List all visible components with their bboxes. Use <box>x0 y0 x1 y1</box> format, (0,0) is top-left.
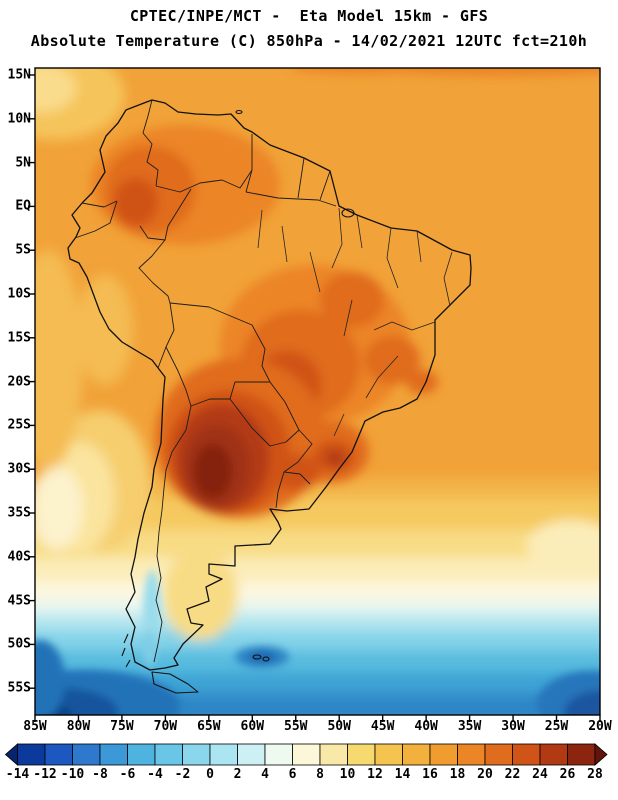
lon-label-25W: 25W <box>544 719 569 734</box>
colorbar-segment <box>154 743 183 766</box>
temperature-field <box>35 68 600 715</box>
colorbar-segment <box>237 743 266 766</box>
colorbar-tick--4: -4 <box>147 767 163 782</box>
lon-label-70W: 70W <box>153 719 178 734</box>
colorbar-tick-12: 12 <box>367 767 383 782</box>
lon-label-45W: 45W <box>370 719 395 734</box>
lat-label-5S: 5S <box>15 242 31 258</box>
lon-label-60W: 60W <box>240 719 265 734</box>
colorbar-tick-16: 16 <box>422 767 438 782</box>
colorbar-tick--10: -10 <box>60 767 85 782</box>
islands <box>121 109 355 694</box>
colorbar-segment <box>512 743 541 766</box>
lon-label-50W: 50W <box>327 719 351 734</box>
lon-label-65W: 65W <box>197 719 221 734</box>
lat-label-45S: 45S <box>7 593 31 609</box>
lat-label-25S: 25S <box>7 417 31 433</box>
lon-label-80W: 80W <box>66 719 91 734</box>
colorbar-tick-2: 2 <box>233 767 242 782</box>
title-line1: CPTEC/INPE/MCT - Eta Model 15km - GFS <box>129 7 489 25</box>
lon-label-40W: 40W <box>414 719 438 734</box>
colorbar-segment <box>457 743 486 766</box>
colorbar-tick-8: 8 <box>316 767 324 782</box>
colorbar-tick-26: 26 <box>559 767 576 782</box>
colorbar-segment <box>72 743 101 766</box>
coastline <box>67 99 472 671</box>
lat-label-55S: 55S <box>7 680 31 696</box>
lon-label-75W: 75W <box>110 719 134 734</box>
lat-label-15S: 15S <box>7 330 31 346</box>
colorbar-tick-20: 20 <box>477 767 493 782</box>
colorbar-tick-22: 22 <box>504 767 521 782</box>
colorbar-tick-28: 28 <box>587 767 603 782</box>
colorbar-tick-18: 18 <box>449 767 466 782</box>
colorbar-tick--6: -6 <box>119 767 136 782</box>
lon-label-55W: 55W <box>284 719 308 734</box>
lat-label-5N: 5N <box>15 155 31 171</box>
colorbar-segment <box>347 743 376 766</box>
axis-ticks <box>28 74 601 722</box>
lat-label-35S: 35S <box>7 505 31 521</box>
lon-label-85W: 85W <box>23 719 47 734</box>
title-line2: Absolute Temperature (C) 850hPa - 14/02/… <box>30 32 588 50</box>
colorbar-tick-14: 14 <box>394 767 411 782</box>
colorbar-tick-4: 4 <box>261 767 269 782</box>
lat-label-40S: 40S <box>7 549 31 565</box>
colorbar-segment <box>264 743 293 766</box>
colorbar-segment <box>127 743 156 766</box>
colorbar-segment <box>292 743 321 766</box>
lat-label-15N: 15N <box>7 67 31 83</box>
colorbar-tick--2: -2 <box>174 767 191 782</box>
lat-label-30S: 30S <box>7 461 31 477</box>
colorbar-segment <box>319 743 348 766</box>
lon-label-30W: 30W <box>501 719 525 734</box>
colorbar-tick-10: 10 <box>339 767 356 782</box>
colorbar-tick--8: -8 <box>92 767 108 782</box>
state-borders <box>257 207 453 437</box>
lat-label-20S: 20S <box>7 374 31 390</box>
lon-label-20W: 20W <box>588 719 612 734</box>
colorbar-segment <box>44 743 73 766</box>
lat-label-50S: 50S <box>7 636 31 652</box>
colorbar-segment <box>429 743 458 766</box>
colorbar-segment <box>402 743 431 766</box>
colorbar-tick-24: 24 <box>532 767 548 782</box>
colorbar-arrow-right <box>594 743 608 766</box>
colorbar-segment <box>182 743 211 766</box>
colorbar-tick--12: -12 <box>33 767 57 782</box>
colorbar-segment <box>99 743 128 766</box>
colorbar-tick--14: -14 <box>5 767 30 782</box>
country-borders <box>74 99 337 663</box>
lat-label-EQ: EQ <box>15 198 31 214</box>
colorbar <box>4 743 608 766</box>
colorbar-segment <box>17 743 46 766</box>
colorbar-segment <box>567 743 596 766</box>
colorbar-segment <box>484 743 513 766</box>
lon-label-35W: 35W <box>457 719 482 734</box>
lat-label-10S: 10S <box>7 286 31 302</box>
colorbar-arrow-left <box>4 743 18 766</box>
colorbar-tick-6: 6 <box>288 767 297 782</box>
colorbar-segment <box>374 743 403 766</box>
lat-label-10N: 10N <box>7 111 31 127</box>
colorbar-segment <box>209 743 238 766</box>
plot-frame <box>34 67 601 716</box>
colorbar-segment <box>539 743 568 766</box>
colorbar-tick-0: 0 <box>206 767 214 782</box>
